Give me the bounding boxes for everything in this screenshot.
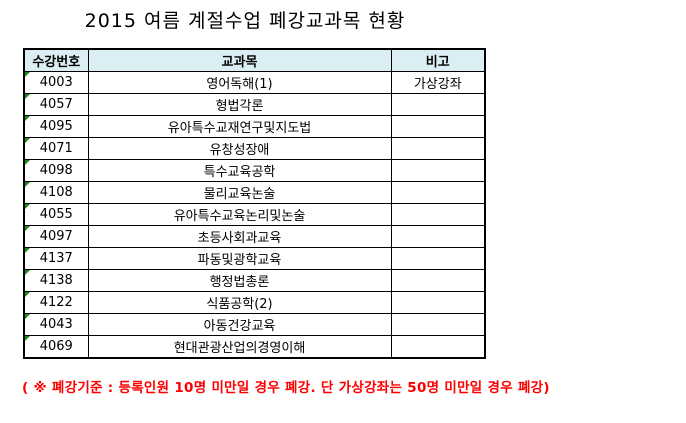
remarks-cell[interactable]: [390, 269, 486, 292]
course-name-cell[interactable]: 특수교육공학: [87, 159, 392, 182]
course-name-cell[interactable]: 물리교육논술: [87, 181, 392, 204]
remarks-cell[interactable]: [390, 291, 486, 314]
table-header-row: 수강번호 교과목 비고: [23, 48, 486, 72]
remarks-cell[interactable]: [390, 203, 486, 226]
header-remarks: 비고: [390, 48, 486, 72]
course-name-cell[interactable]: 유아특수교재연구및지도법: [87, 115, 392, 138]
remarks-cell[interactable]: [390, 181, 486, 204]
course-name-cell[interactable]: 형법각론: [87, 93, 392, 116]
remarks-cell[interactable]: [390, 313, 486, 336]
course-number-cell[interactable]: 4071: [23, 137, 89, 160]
course-number-cell[interactable]: 4097: [23, 225, 89, 248]
remarks-cell[interactable]: [390, 247, 486, 270]
table-row: 4071 유창성장애: [23, 137, 486, 160]
table-row: 4122 식품공학(2): [23, 291, 486, 314]
remarks-cell[interactable]: [390, 225, 486, 248]
table-row: 4138 행정법총론: [23, 269, 486, 292]
table-row: 4055 유아특수교육논리및논술: [23, 203, 486, 226]
course-name-cell[interactable]: 초등사회과교육: [87, 225, 392, 248]
remarks-cell[interactable]: 가상강좌: [390, 71, 486, 94]
course-number-cell[interactable]: 4098: [23, 159, 89, 182]
course-number-cell[interactable]: 4055: [23, 203, 89, 226]
remarks-cell[interactable]: [390, 93, 486, 116]
course-number-cell[interactable]: 4137: [23, 247, 89, 270]
table-row: 4003 영어독해(1) 가상강좌: [23, 71, 486, 94]
cancelled-courses-table: 수강번호 교과목 비고 4003 영어독해(1) 가상강좌 4057 형법각론 4095 유…: [23, 48, 486, 359]
course-number-cell[interactable]: 4069: [23, 335, 89, 359]
cancellation-criteria-note: ( ※ 폐강기준 : 등록인원 10명 미만일 경우 폐강. 단 가상강좌는 5…: [22, 380, 550, 396]
remarks-cell[interactable]: [390, 159, 486, 182]
page-title: 2015 여름 계절수업 폐강교과목 현황: [84, 10, 406, 32]
course-name-cell[interactable]: 식품공학(2): [87, 291, 392, 314]
table-row: 4095 유아특수교재연구및지도법: [23, 115, 486, 138]
course-name-cell[interactable]: 유창성장애: [87, 137, 392, 160]
remarks-cell[interactable]: [390, 115, 486, 138]
course-name-cell[interactable]: 아동건강교육: [87, 313, 392, 336]
table-row: 4069 현대관광산업의경영이해: [23, 335, 486, 359]
course-name-cell[interactable]: 파동및광학교육: [87, 247, 392, 270]
course-number-cell[interactable]: 4122: [23, 291, 89, 314]
course-name-cell[interactable]: 영어독해(1): [87, 71, 392, 94]
table-row: 4057 형법각론: [23, 93, 486, 116]
table-row: 4108 물리교육논술: [23, 181, 486, 204]
header-course-name: 교과목: [87, 48, 392, 72]
course-number-cell[interactable]: 4108: [23, 181, 89, 204]
table-row: 4043 아동건강교육: [23, 313, 486, 336]
course-number-cell[interactable]: 4003: [23, 71, 89, 94]
remarks-cell[interactable]: [390, 335, 486, 359]
course-name-cell[interactable]: 행정법총론: [87, 269, 392, 292]
remarks-cell[interactable]: [390, 137, 486, 160]
table-row: 4137 파동및광학교육: [23, 247, 486, 270]
course-number-cell[interactable]: 4138: [23, 269, 89, 292]
course-number-cell[interactable]: 4057: [23, 93, 89, 116]
course-number-cell[interactable]: 4043: [23, 313, 89, 336]
course-name-cell[interactable]: 현대관광산업의경영이해: [87, 335, 392, 359]
table-row: 4098 특수교육공학: [23, 159, 486, 182]
table-row: 4097 초등사회과교육: [23, 225, 486, 248]
header-course-number: 수강번호: [23, 48, 89, 72]
course-number-cell[interactable]: 4095: [23, 115, 89, 138]
course-name-cell[interactable]: 유아특수교육논리및논술: [87, 203, 392, 226]
